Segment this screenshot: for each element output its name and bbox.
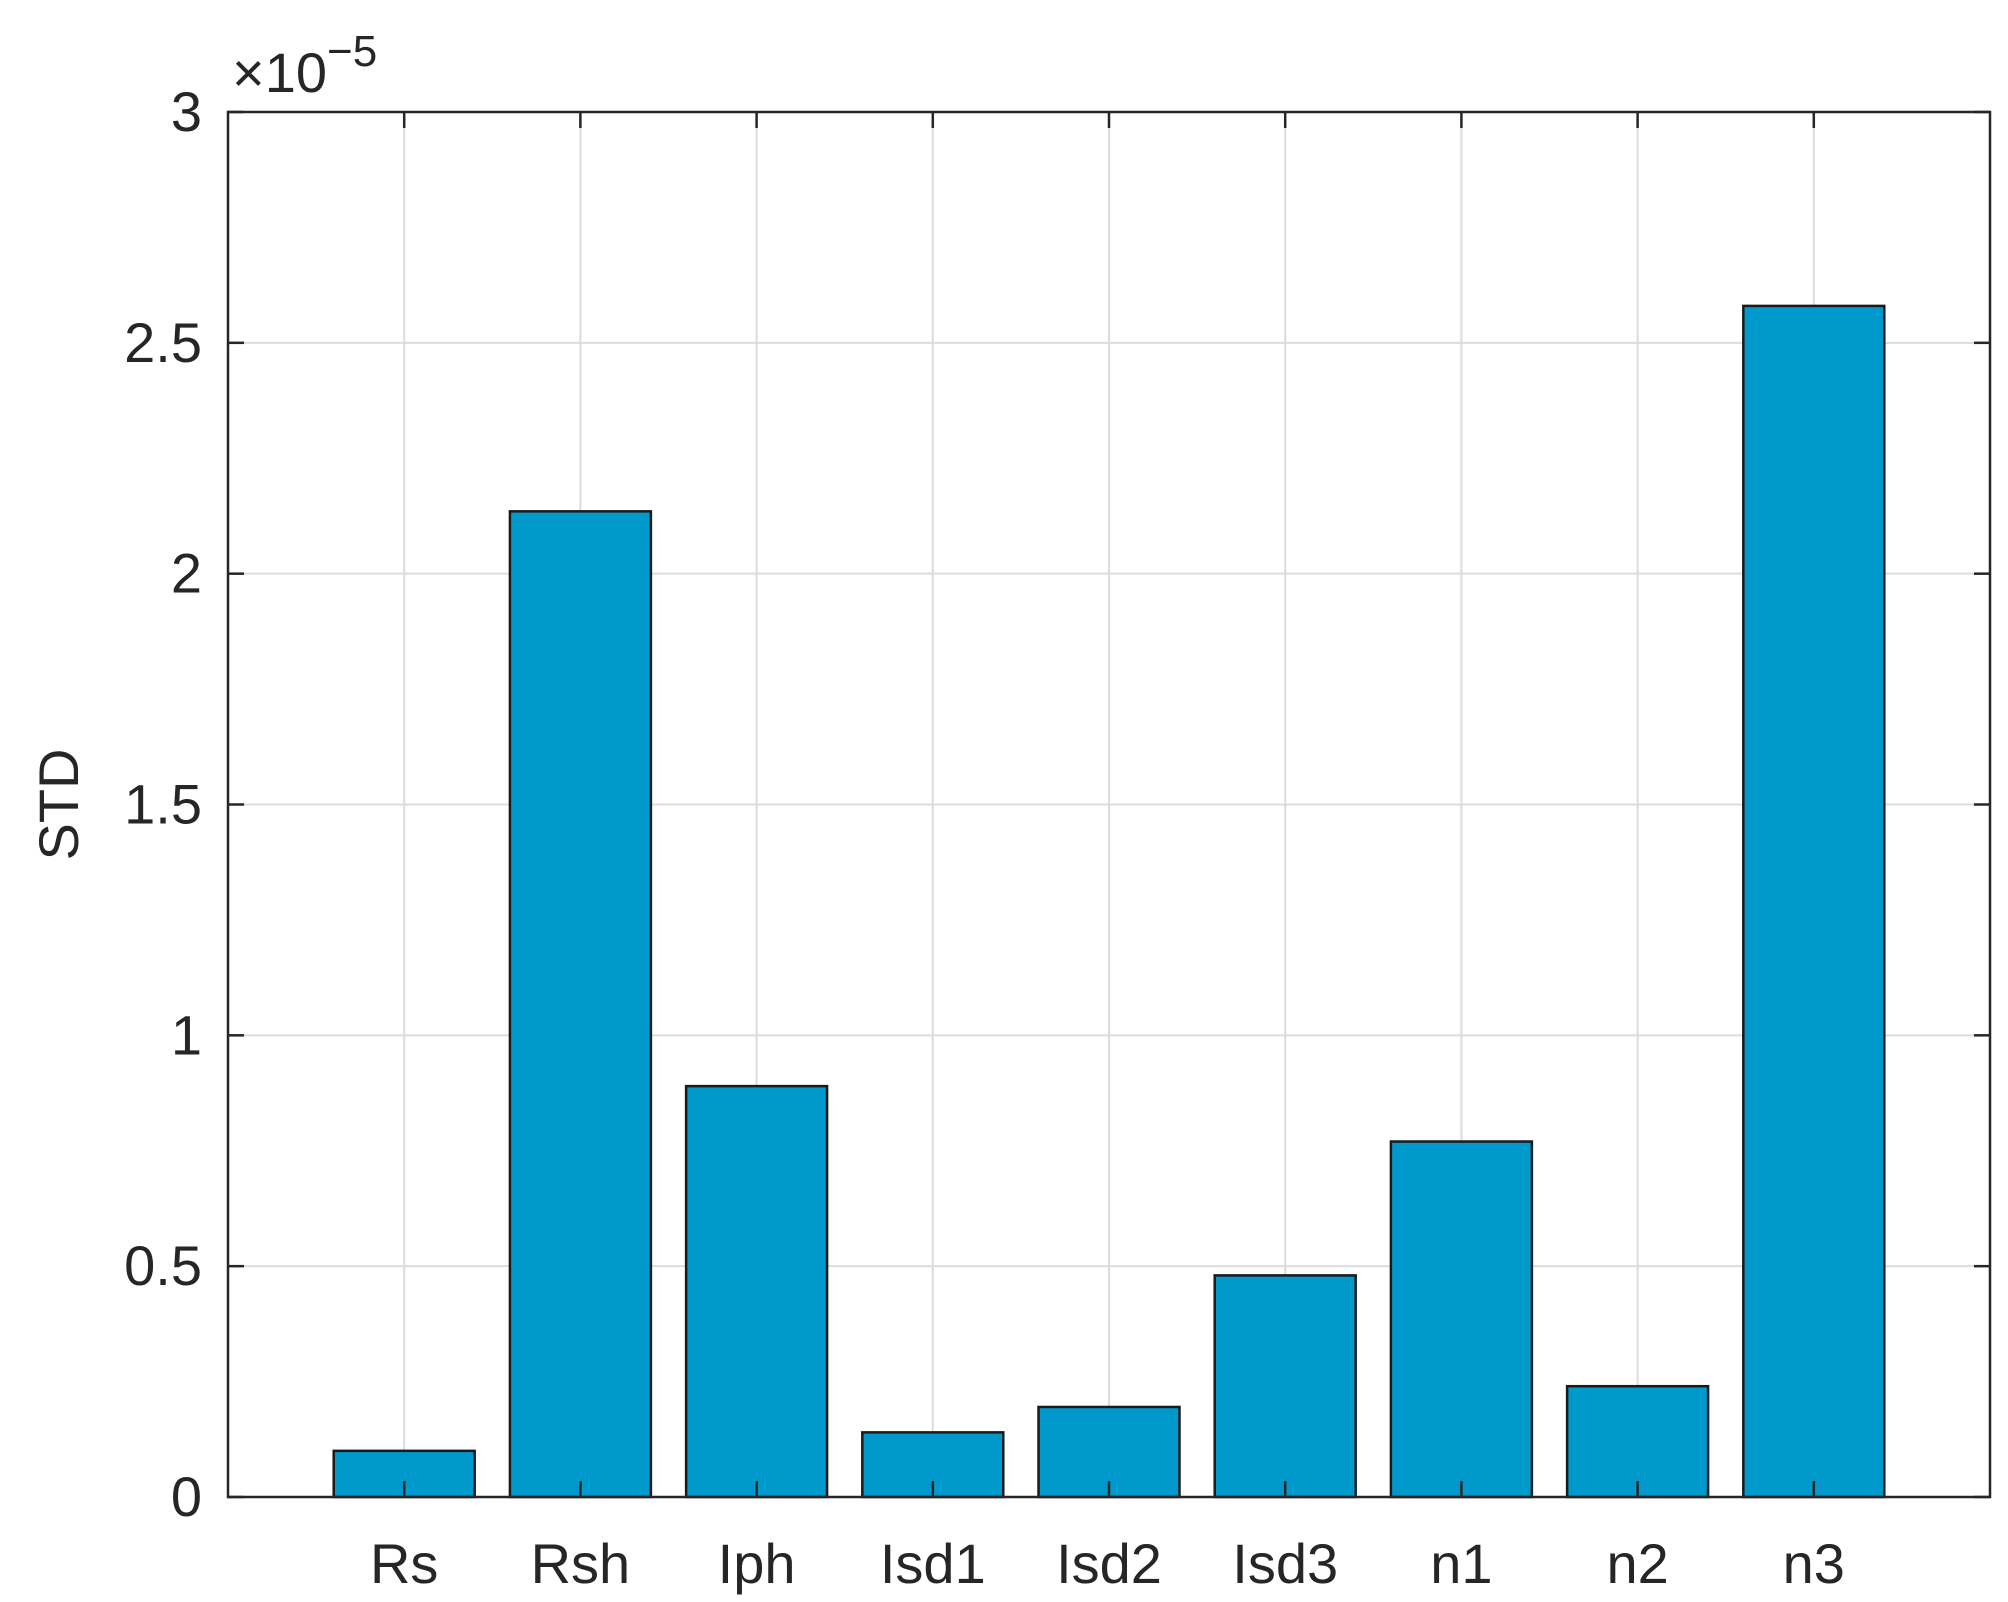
x-tick-label: Isd3 bbox=[1232, 1532, 1338, 1595]
x-tick-label: n2 bbox=[1606, 1532, 1668, 1595]
x-tick-labels: Rs Rsh Iph Isd1 Isd2 Isd3 n1 n2 n3 bbox=[370, 1532, 1845, 1595]
y-tick-label: 2.5 bbox=[124, 311, 202, 374]
x-tick-label: n3 bbox=[1783, 1532, 1845, 1595]
x-tick-label: Iph bbox=[718, 1532, 796, 1595]
x-tick-label: n1 bbox=[1430, 1532, 1492, 1595]
bar-n2 bbox=[1565, 1384, 1710, 1499]
bar-n1 bbox=[1389, 1140, 1534, 1499]
bar-iph bbox=[684, 1084, 829, 1499]
y-axis-exponent: ×10−5 bbox=[232, 27, 377, 104]
x-tick-label: Isd1 bbox=[880, 1532, 986, 1595]
tick-marks bbox=[228, 110, 1990, 1499]
bar-n3 bbox=[1742, 304, 1886, 1499]
grid-lines bbox=[228, 111, 1990, 1498]
x-tick-label: Isd2 bbox=[1056, 1532, 1162, 1595]
y-tick-label: 1 bbox=[171, 1003, 202, 1066]
x-tick-label: Rs bbox=[370, 1532, 438, 1595]
y-tick-label: 3 bbox=[171, 80, 202, 143]
exponent-power: −5 bbox=[327, 27, 377, 76]
y-axis-label: STD bbox=[27, 749, 90, 861]
y-tick-label: 1.5 bbox=[124, 773, 202, 836]
bar-rsh bbox=[508, 510, 653, 1499]
y-tick-label: 0 bbox=[171, 1465, 202, 1528]
y-tick-label: 0.5 bbox=[124, 1234, 202, 1297]
bars bbox=[332, 304, 1886, 1499]
bar-isd3 bbox=[1213, 1274, 1357, 1499]
y-tick-labels: 0 0.5 1 1.5 2 2.5 3 bbox=[124, 80, 202, 1528]
x-tick-label: Rsh bbox=[531, 1532, 631, 1595]
y-tick-label: 2 bbox=[171, 542, 202, 605]
exponent-base: ×10 bbox=[232, 41, 327, 104]
